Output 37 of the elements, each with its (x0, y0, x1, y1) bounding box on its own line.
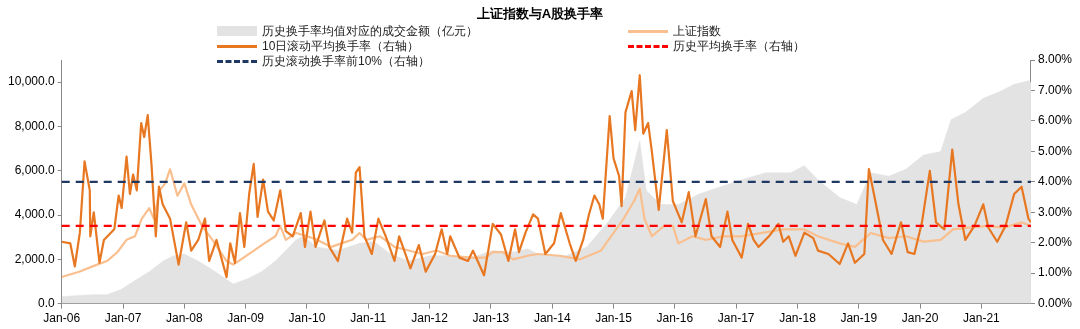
y2-tick-label: 4.00% (1037, 174, 1073, 189)
legend-label: 历史平均换手率（右轴） (673, 37, 805, 55)
x-tick-label: Jan-17 (717, 311, 755, 326)
y2-tick-label: 6.00% (1037, 113, 1073, 128)
y-tick-label: 0.0 (38, 295, 56, 310)
x-tick-label: Jan-06 (43, 311, 81, 326)
y-tick-label: 6,000.0 (14, 163, 56, 178)
y2-tick-label: 8.00% (1037, 52, 1073, 67)
y2-tick-label: 1.00% (1037, 265, 1073, 280)
x-tick-label: Jan-18 (779, 311, 817, 326)
x-tick-label: Jan-20 (901, 311, 939, 326)
chart-title: 上证指数与A股换手率 (475, 5, 605, 23)
y2-tick-label: 7.00% (1037, 82, 1073, 97)
x-tick-label: Jan-16 (656, 311, 694, 326)
y-tick-label: 4,000.0 (14, 207, 56, 222)
y2-tick-label: 0.00% (1037, 295, 1073, 310)
y-tick-label: 10,000.0 (7, 74, 56, 89)
y2-tick-label: 2.00% (1037, 235, 1073, 250)
y-tick-label: 8,000.0 (14, 118, 56, 133)
x-tick-label: Jan-08 (165, 311, 203, 326)
x-tick-label: Jan-13 (472, 311, 510, 326)
x-tick-label: Jan-11 (350, 311, 387, 326)
legend-label: 历史换手率均值对应的成交金额（亿元） (262, 22, 478, 40)
x-tick-label: Jan-07 (104, 311, 142, 326)
legend-label: 上证指数 (673, 22, 721, 40)
y2-tick-label: 5.00% (1037, 143, 1073, 158)
x-tick-label: Jan-12 (411, 311, 449, 326)
legend-label: 10日滚动平均换手率（右轴） (262, 37, 420, 55)
x-tick-label: Jan-21 (963, 311, 1001, 326)
x-tick-label: Jan-14 (533, 311, 571, 326)
x-tick-label: Jan-19 (840, 311, 878, 326)
x-tick-label: Jan-15 (595, 311, 633, 326)
y2-tick-label: 3.00% (1037, 204, 1073, 219)
x-tick-label: Jan-09 (227, 311, 265, 326)
y-tick-label: 2,000.0 (14, 251, 56, 266)
legend-label: 历史滚动换手率前10%（右轴） (262, 52, 431, 70)
x-tick-label: Jan-10 (288, 311, 326, 326)
